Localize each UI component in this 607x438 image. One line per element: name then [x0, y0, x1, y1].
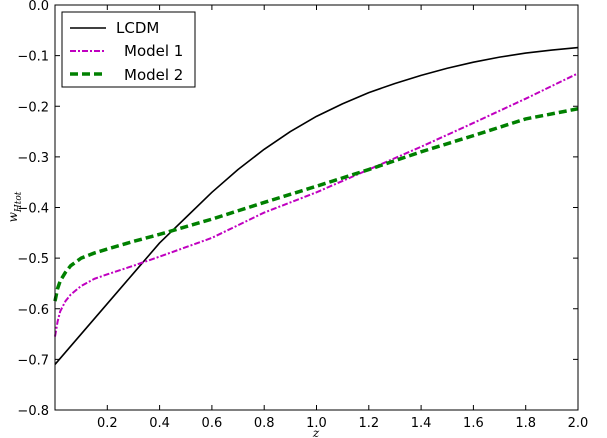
y-axis-label-base: w	[6, 211, 20, 222]
x-tick-label: 0.6	[202, 416, 223, 431]
x-tick-label: 0.8	[254, 416, 275, 431]
series-line-model-1	[54, 72, 579, 337]
legend-label-model-1: Model 1	[124, 42, 183, 60]
x-tick-label: 2.0	[568, 416, 589, 431]
y-tick-label: −0.3	[17, 151, 49, 166]
y-tick-label: 0.0	[28, 0, 49, 14]
x-axis-label: z	[312, 426, 320, 438]
x-tick-label: 1.4	[411, 416, 432, 431]
x-tick-label: 0.4	[149, 416, 170, 431]
ticks-layer: 0.2 0.4 0.6 0.8 1.0 1.2 1.4 1.6 1.8 2.0 0.0 −0.1 −0.…	[17, 0, 588, 431]
y-axis-label-sub: Htot	[14, 191, 24, 213]
series-layer	[53, 46, 579, 365]
y-axis-label: wHtot	[6, 191, 24, 222]
x-tick-label: 1.8	[515, 416, 536, 431]
legend: LCDM Model 1 Model 2	[61, 11, 196, 88]
y-tick-label: −0.6	[17, 303, 49, 318]
legend-label-model-2: Model 2	[124, 66, 183, 84]
x-tick-label: 0.2	[97, 416, 118, 431]
y-tick-label: −0.5	[17, 252, 49, 267]
y-tick-label: −0.1	[17, 50, 49, 65]
y-tick-label: −0.8	[17, 404, 49, 419]
y-tick-label: −0.2	[17, 100, 49, 115]
y-tick-label: −0.4	[17, 202, 49, 217]
y-tick-label: −0.7	[17, 353, 49, 368]
svg-text:wHtot: wHtot	[6, 191, 24, 222]
series-line-model-2	[53, 107, 579, 302]
x-tick-label: 1.6	[463, 416, 484, 431]
x-tick-label: 1.2	[358, 416, 379, 431]
legend-label-lcdm: LCDM	[116, 19, 159, 37]
x-tick-label: 1.0	[306, 416, 327, 431]
